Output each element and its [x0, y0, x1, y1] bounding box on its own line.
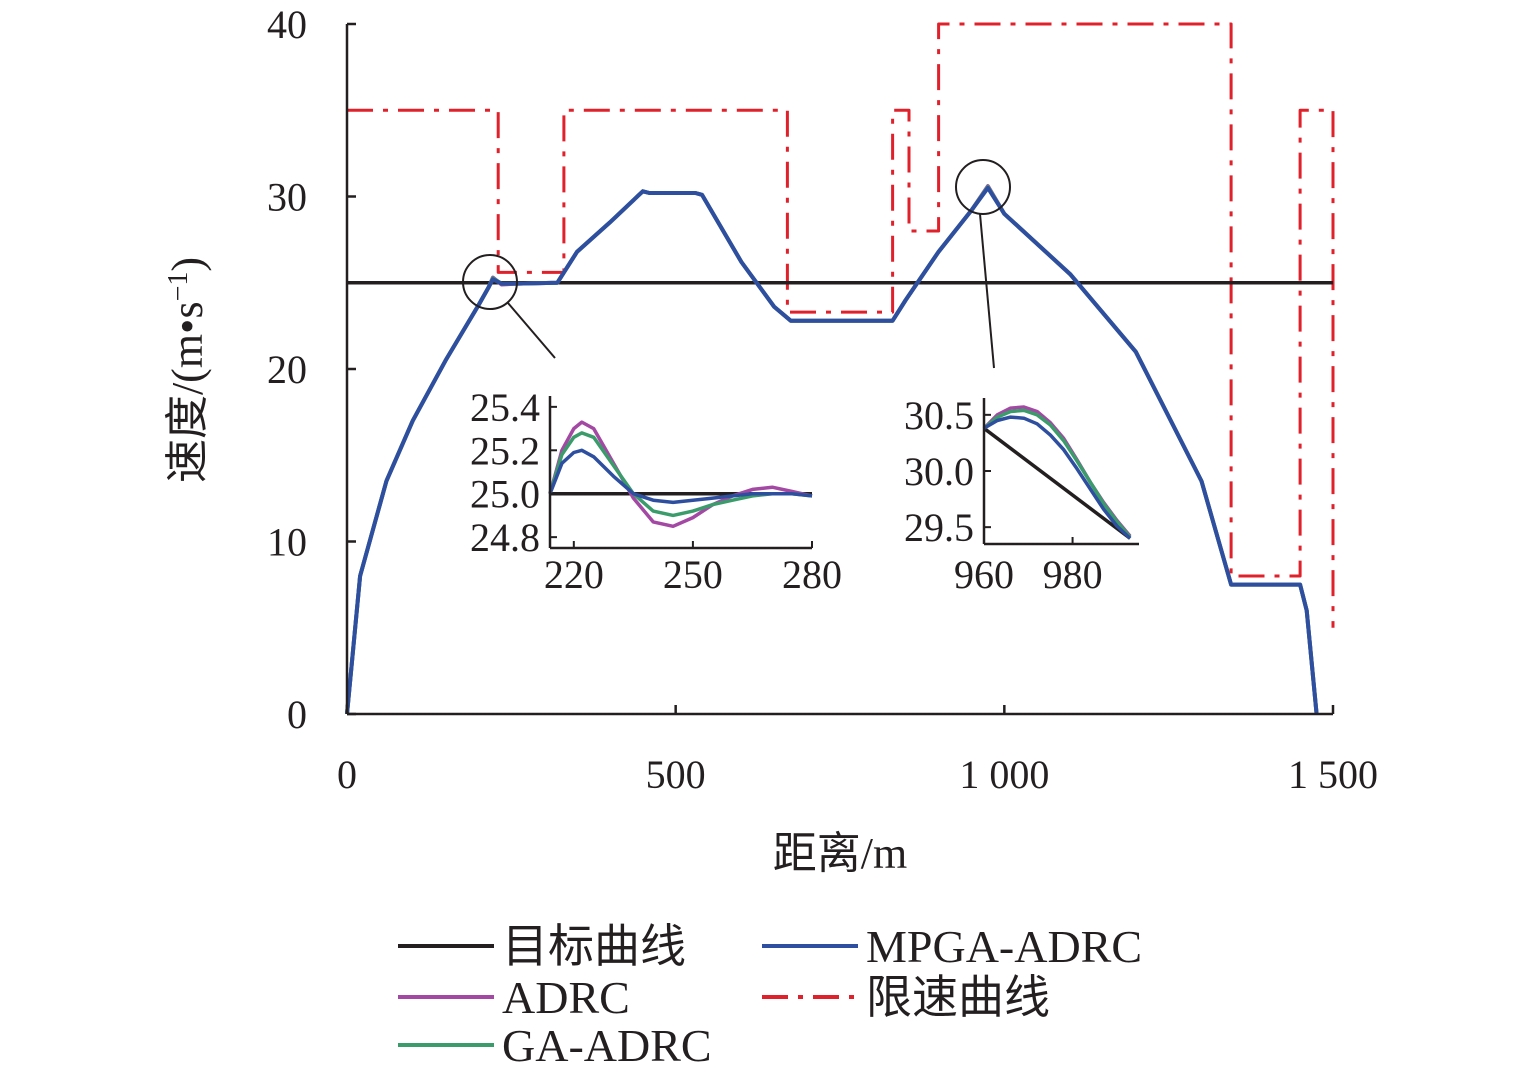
inset2-zoom-leader	[979, 213, 995, 369]
y-tick-label: 20	[267, 347, 307, 392]
y-tick-label: 40	[267, 2, 307, 47]
x-axis-label: 距离/m	[773, 829, 907, 878]
zoom-markers	[462, 159, 1011, 369]
y-tick-label: 0	[287, 692, 307, 737]
inset1-y-tick-label: 25.4	[470, 385, 540, 430]
x-tick-label: 1 500	[1288, 752, 1378, 797]
legend: 目标曲线 MPGA-ADRC ADRC 限速曲线 GA-ADRC	[398, 921, 1142, 1071]
inset2-y-tick-label: 29.5	[904, 505, 974, 550]
inset2-line-target	[982, 426, 1132, 540]
series-line-mpga_adrc	[345, 185, 1319, 715]
y-tick-label: 30	[267, 175, 307, 220]
inset1-y-tick-label: 25.2	[470, 428, 540, 473]
x-tick-label: 1 000	[959, 752, 1049, 797]
inset2-line-ga_adrc	[982, 408, 1132, 539]
legend-label-target: 目标曲线	[502, 921, 686, 972]
x-tick-label: 0	[337, 752, 357, 797]
inset1-line-adrc	[548, 420, 813, 529]
inset1-zoom-circle	[462, 254, 518, 310]
inset1-line-mpga_adrc	[548, 448, 813, 505]
inset1-x-tick-label: 220	[544, 552, 604, 597]
y-axis-label: 速度/(m•s−1)	[163, 257, 213, 483]
inset-plot-1: 24.825.025.225.4 220 250 280	[470, 385, 842, 597]
inset1-zoom-leader	[507, 302, 556, 359]
inset2-y-tick-label: 30.5	[904, 393, 974, 438]
y-tick-label: 10	[267, 520, 307, 565]
inset2-line-mpga_adrc	[983, 415, 1132, 540]
inset-plot-2: 29.5 30.0 30.5 960 980	[904, 393, 1139, 597]
inset2-zoom-circle	[955, 159, 1011, 215]
inset1-y-tick-label: 24.8	[470, 515, 540, 560]
main-plot: 0 10 20 30 40 0 500 1 000 1 500	[267, 2, 1378, 797]
x-tick-label: 500	[646, 752, 706, 797]
y-axis-label-close: )	[163, 257, 212, 272]
inset2-y-tick-label: 30.0	[904, 449, 974, 494]
y-axis-label-main: 速度/(m•s	[163, 301, 212, 483]
legend-label-adrc: ADRC	[502, 972, 630, 1023]
inset2-x-tick-label: 980	[1043, 552, 1103, 597]
legend-label-limit: 限速曲线	[866, 972, 1050, 1023]
inset1-x-tick-label: 250	[663, 552, 723, 597]
legend-label-ga_adrc: GA-ADRC	[502, 1020, 712, 1071]
inset2-x-tick-label: 960	[954, 552, 1014, 597]
y-axis-label-sup: −1	[163, 272, 194, 302]
inset1-x-tick-label: 280	[782, 552, 842, 597]
inset1-y-tick-label: 25.0	[470, 472, 540, 517]
legend-label-mpga_adrc: MPGA-ADRC	[866, 921, 1142, 972]
